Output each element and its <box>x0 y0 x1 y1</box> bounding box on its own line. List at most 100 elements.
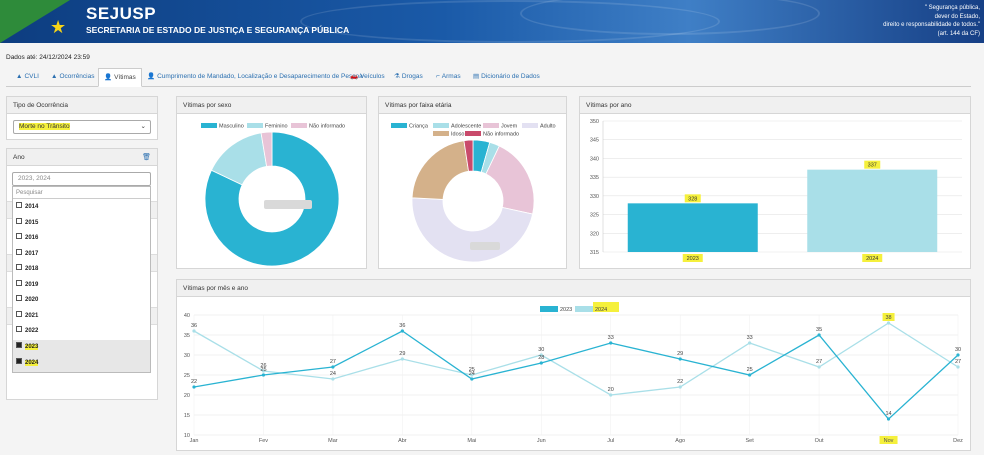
data-label: 30 <box>538 347 544 353</box>
year-option[interactable]: 2018 <box>13 262 150 278</box>
data-point <box>956 353 960 357</box>
car-icon: 🚗 <box>350 73 359 80</box>
legend-label: Não informado <box>483 132 519 138</box>
checkbox <box>16 326 22 333</box>
legend-label: Criança <box>409 124 429 130</box>
data-point <box>192 329 196 333</box>
tab-drogas[interactable]: ⚗ Drogas <box>394 73 423 80</box>
chevron-down-icon: ⌄ <box>140 123 146 130</box>
data-label: 33 <box>747 335 753 341</box>
data-date: Dados até: 24/12/2024 23:59 <box>6 54 90 61</box>
tab-vitimas[interactable]: 👤 Vítimas <box>98 68 142 87</box>
data-point <box>817 365 821 369</box>
pie-slice <box>411 140 470 200</box>
user-icon: 👤 <box>147 73 156 80</box>
y-tick-label: 335 <box>590 175 599 181</box>
x-tick-label: 2024 <box>866 256 878 262</box>
x-tick-label: Jan <box>190 438 199 444</box>
y-tick-label: 10 <box>184 433 190 439</box>
x-tick-label: Mar <box>328 438 338 444</box>
data-point <box>470 373 474 377</box>
hidden-tooltip <box>470 242 500 250</box>
chart-ano-title: Vítimas por ano <box>580 97 970 114</box>
checkbox <box>16 279 22 286</box>
legend-swatch <box>522 123 538 128</box>
data-point <box>539 361 543 365</box>
data-label: 22 <box>191 379 197 385</box>
label-highlight <box>879 436 898 444</box>
y-tick-label: 25 <box>184 373 190 379</box>
tab-ocorrencias[interactable]: ▲ Ocorrências <box>51 73 95 80</box>
checkbox <box>16 295 22 302</box>
label-highlight <box>593 302 619 312</box>
data-label: 24 <box>330 371 336 377</box>
tab-bar: ▲ CVLI ▲ Ocorrências 👤 Vítimas 👤 Cumprimento… <box>6 68 971 87</box>
ano-select[interactable]: 2023, 2024 <box>12 172 151 186</box>
y-tick-label: 35 <box>184 333 190 339</box>
data-point <box>609 393 613 397</box>
data-label: 29 <box>399 351 405 357</box>
tab-dicionario[interactable]: ▤ Dicionário de Dados <box>473 73 540 80</box>
x-tick-label: Ago <box>675 438 685 444</box>
y-tick-label: 30 <box>184 353 190 359</box>
chart-mes-title: Vítimas por mês e ano <box>177 280 970 297</box>
tab-armas[interactable]: ⌐ Armas <box>436 73 461 80</box>
year-option[interactable]: 2017 <box>13 247 150 263</box>
year-option[interactable]: 2019 <box>13 278 150 294</box>
year-search-input[interactable]: Pesquisar <box>13 187 150 199</box>
data-label: 24 <box>469 371 475 377</box>
pie-slice <box>411 197 534 263</box>
checkbox <box>16 310 22 317</box>
legend-swatch <box>433 123 449 128</box>
y-tick-label: 320 <box>590 231 599 237</box>
tipo-ocorrencia-title: Tipo de Ocorrência <box>7 97 157 114</box>
data-label: 20 <box>608 387 614 393</box>
pie-slice <box>204 131 340 267</box>
tab-veiculos[interactable]: 🚗 Veículos <box>350 73 385 80</box>
data-label: 36 <box>191 323 197 329</box>
header-quote: " Segurança pública, dever do Estado, dire… <box>883 5 980 37</box>
trash-icon[interactable]: 🗑 <box>142 154 151 161</box>
series-line <box>193 330 959 420</box>
data-point <box>678 357 682 361</box>
checkbox <box>16 202 22 209</box>
year-option[interactable]: 2022 <box>13 324 150 340</box>
pie-slice <box>260 131 273 167</box>
tipo-ocorrencia-select[interactable]: Morte no Trânsito ⌄ <box>13 120 151 134</box>
pie-slice <box>463 139 474 172</box>
legend-swatch <box>575 306 593 312</box>
data-label: 36 <box>399 323 405 329</box>
data-point <box>956 365 960 369</box>
hidden-tooltip <box>264 200 312 209</box>
legend-label: Masculino <box>219 124 244 130</box>
x-tick-label: 2023 <box>687 256 699 262</box>
x-tick-label: Abr <box>398 438 407 444</box>
year-option[interactable]: 2020 <box>13 293 150 309</box>
user-plus-icon: 👤 <box>104 74 113 81</box>
data-point <box>886 417 891 421</box>
year-option[interactable]: 2024 <box>13 356 150 372</box>
year-option[interactable]: 2021 <box>13 309 150 325</box>
label-highlight <box>864 160 881 169</box>
data-point <box>886 321 891 325</box>
legend-label: 2024 <box>595 307 607 313</box>
year-option[interactable]: 2015 <box>13 216 150 232</box>
tab-mandado[interactable]: 👤 Cumprimento de Mandado, Localização e D… <box>147 73 363 80</box>
data-label: 28 <box>538 355 544 361</box>
legend-label: Adulto <box>540 124 556 130</box>
data-point <box>748 341 752 345</box>
checkbox <box>16 264 22 271</box>
data-label: 27 <box>330 359 336 365</box>
chart-mes-panel: Vítimas por mês e ano <box>176 279 971 451</box>
year-option[interactable]: 2014 <box>13 200 150 216</box>
year-option[interactable]: 2016 <box>13 231 150 247</box>
legend-label: Adolescente <box>451 124 481 130</box>
legend-swatch <box>483 123 499 128</box>
year-option[interactable]: 2023 <box>13 340 150 356</box>
data-label: 22 <box>677 379 683 385</box>
data-label: 337 <box>868 163 877 169</box>
data-point <box>609 341 613 345</box>
legend-swatch <box>247 123 263 128</box>
tab-cvli[interactable]: ▲ CVLI <box>16 73 39 80</box>
